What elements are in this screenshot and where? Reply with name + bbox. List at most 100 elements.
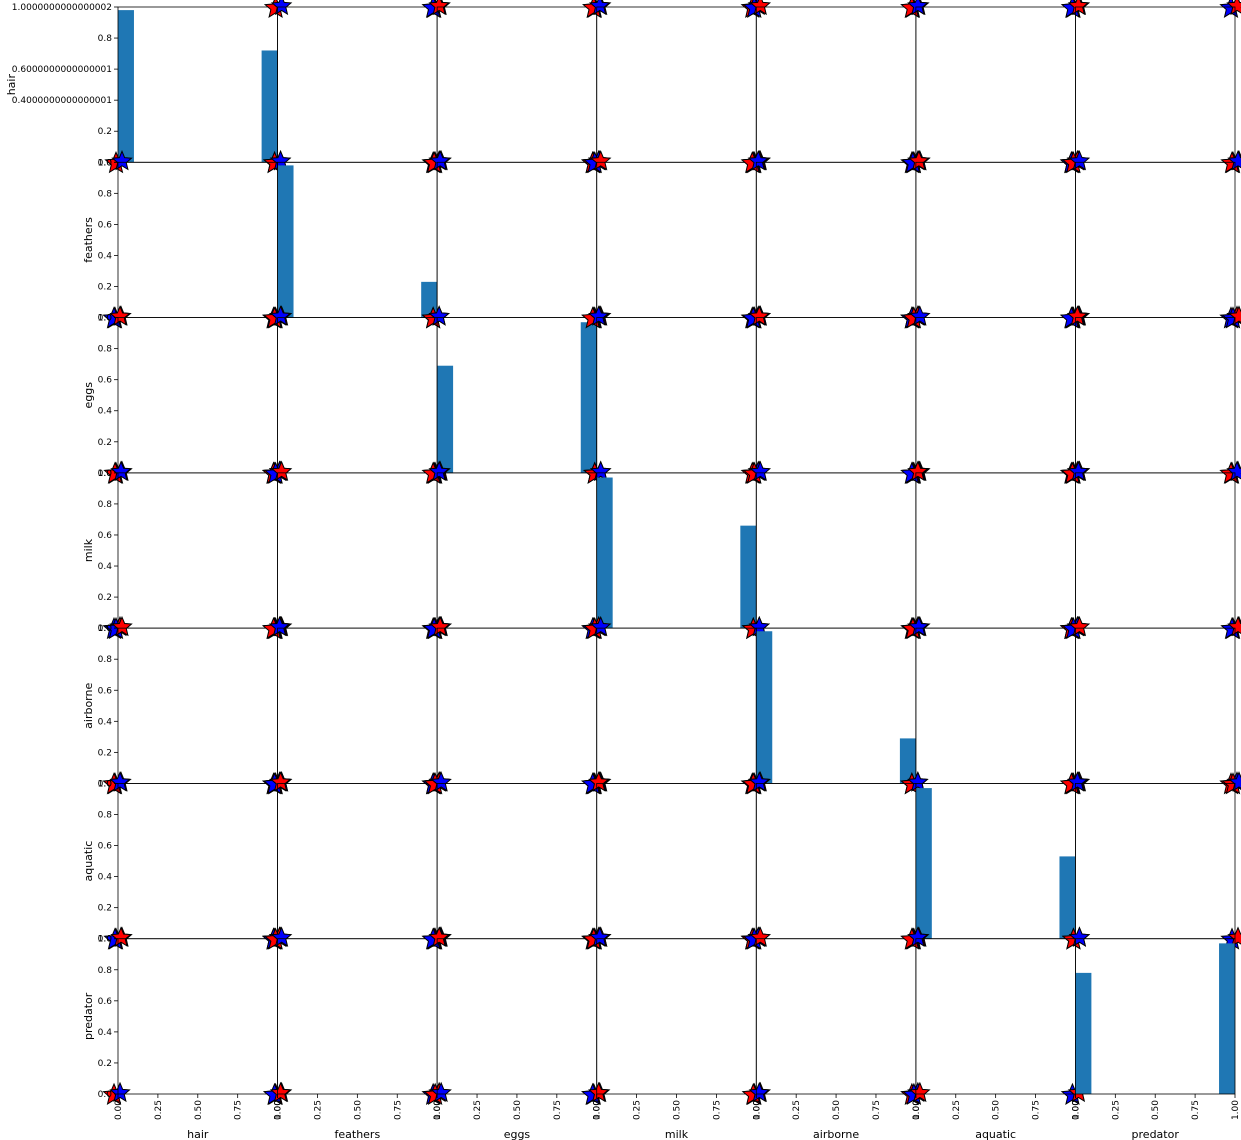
cell-aquatic-predator	[1059, 771, 1241, 950]
point-star-eggs-predator-3b	[1228, 305, 1241, 326]
cell-feathers-feathers	[277, 161, 438, 318]
point-star-feathers-aquatic-1b	[908, 149, 930, 171]
ytick-label: 0.2	[98, 748, 112, 758]
cell-frame	[755, 317, 917, 474]
point-star-airborne-predator-3b	[1227, 615, 1241, 637]
ytick-label: 0.2	[98, 438, 112, 448]
ytick-label: 0.8	[98, 345, 113, 355]
cell-feathers-aquatic	[900, 149, 1091, 329]
point-star-predator-milk-0b	[587, 1081, 610, 1103]
point-star-predator-feathers-1b	[270, 926, 293, 947]
point-star-aquatic-predator-1b	[1066, 771, 1089, 792]
xtick-label: 0.75	[712, 1100, 722, 1120]
cell-frame	[596, 317, 757, 474]
histogram-bar-hair-0	[118, 10, 134, 163]
cell-predator-airborne	[741, 926, 930, 1105]
ylabel-milk: milk	[82, 538, 95, 562]
point-star-predator-eggs-1b	[428, 926, 450, 947]
ytick-label: 1.0	[98, 314, 113, 324]
cell-frame	[755, 161, 917, 318]
point-star-predator-hair-0b	[109, 1081, 131, 1103]
point-star-aquatic-airborne-3b	[907, 771, 929, 792]
point-star-aquatic-airborne-1b	[748, 771, 771, 792]
cell-frame	[755, 627, 917, 784]
xlabel-aquatic: aquatic	[975, 1128, 1016, 1140]
ytick-label: 0.8	[98, 34, 113, 44]
ytick-label: 0.0	[98, 158, 113, 168]
cell-airborne-eggs	[421, 615, 612, 795]
cell-frame	[915, 783, 1076, 940]
ylabel-eggs: eggs	[82, 382, 95, 409]
point-star-airborne-feathers-1b	[268, 615, 291, 637]
cell-feathers-airborne	[740, 149, 931, 329]
cell-hair-predator	[1059, 0, 1241, 174]
ytick-label: 0.4	[98, 717, 113, 727]
cell-milk-hair	[102, 460, 293, 640]
cell-frame	[755, 6, 917, 163]
histogram-bar-milk-0	[596, 477, 613, 629]
point-star-milk-predator-1b	[1067, 460, 1090, 482]
xlabel-eggs: eggs	[504, 1128, 531, 1140]
xtick-label: 0.00	[114, 1100, 124, 1120]
ytick-label: 1.0	[98, 624, 113, 634]
cell-milk-aquatic	[900, 460, 1091, 640]
point-star-eggs-milk-1b	[587, 305, 610, 326]
cell-frame	[277, 161, 438, 318]
xtick-label: 0.75	[393, 1100, 403, 1120]
cell-frame	[117, 317, 278, 474]
ylabel-hair: hair	[5, 74, 18, 96]
ytick-label: 0.8	[98, 810, 113, 820]
cell-frame	[277, 627, 438, 784]
cell-hair-feathers	[262, 0, 451, 174]
cell-feathers-hair	[103, 149, 292, 329]
cell-airborne-hair	[103, 615, 292, 795]
point-star-milk-aquatic-1b	[907, 460, 929, 482]
cell-eggs-predator	[1059, 305, 1241, 484]
ytick-label: 0.8	[98, 189, 113, 199]
histogram-bar-airborne-0	[756, 631, 773, 784]
cell-predator-predator	[1075, 938, 1236, 1095]
point-star-airborne-eggs-1b	[429, 615, 451, 637]
cell-frame	[915, 317, 1076, 474]
point-star-airborne-milk-1b	[589, 615, 612, 637]
ytick-label: 0.6	[98, 531, 113, 541]
ytick-label: 0.2	[98, 904, 112, 914]
cell-airborne-feathers	[261, 615, 452, 795]
ytick-label: 0.4	[98, 407, 113, 417]
xtick-label: 0.75	[1032, 1100, 1042, 1120]
cell-frame	[117, 161, 278, 318]
cell-aquatic-milk	[581, 771, 772, 950]
cell-eggs-aquatic	[901, 305, 1090, 484]
xtick-label: 0.00	[274, 1100, 284, 1120]
cell-frame	[277, 6, 438, 163]
xtick-label: 0.50	[194, 1100, 204, 1120]
histogram-bar-hair-1	[261, 50, 278, 163]
cell-frame	[277, 783, 438, 940]
xtick-label: 0.50	[1151, 1100, 1161, 1120]
ytick-label: 0.0	[98, 469, 113, 479]
cell-frame	[117, 938, 278, 1095]
ytick-label: 0.4	[98, 1028, 113, 1038]
point-star-feathers-predator-3b	[1227, 149, 1241, 171]
point-star-feathers-milk-1b	[589, 149, 612, 171]
ytick-label: 1.0	[98, 935, 113, 945]
xtick-label: 0.00	[593, 1100, 603, 1120]
point-star-predator-airborne-0b	[748, 1081, 771, 1103]
cell-frame	[915, 627, 1076, 784]
point-star-airborne-aquatic-1b	[908, 615, 930, 637]
cell-milk-eggs	[421, 460, 612, 640]
point-star-feathers-eggs-1b	[429, 149, 451, 171]
xtick-label: 0.25	[154, 1100, 164, 1120]
cell-feathers-milk	[582, 149, 771, 329]
xtick-label: 0.25	[473, 1100, 483, 1120]
xtick-label: 1.00	[274, 1100, 284, 1120]
xtick-label: 0.75	[553, 1100, 563, 1120]
cell-frame	[1075, 317, 1236, 474]
cell-aquatic-aquatic	[915, 783, 1076, 940]
xtick-label: 0.75	[872, 1100, 882, 1120]
ytick-label: 0.8	[98, 655, 113, 665]
cell-frame	[1075, 161, 1236, 318]
xtick-label: 1.00	[1071, 1100, 1081, 1120]
point-star-predator-milk-1b	[588, 926, 611, 947]
